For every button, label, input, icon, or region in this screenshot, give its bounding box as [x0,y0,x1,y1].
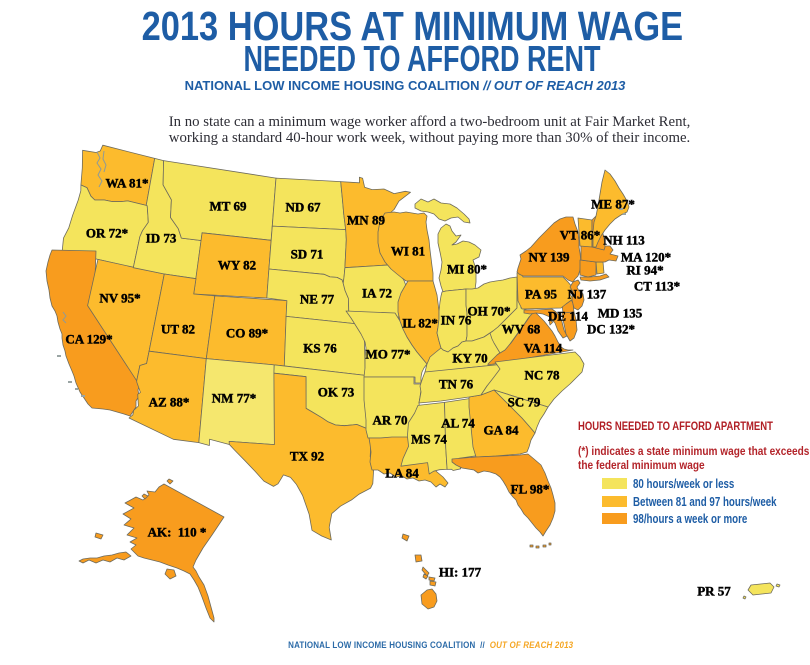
svg-text:WI 81: WI 81 [391,244,425,259]
svg-text:LA 84: LA 84 [385,466,419,481]
svg-text:MD 135: MD 135 [598,306,643,321]
svg-text:NH 113: NH 113 [603,233,645,248]
svg-text:NC 78: NC 78 [524,368,560,383]
svg-text:FL 98*: FL 98* [511,482,550,497]
svg-text:GA 84: GA 84 [483,423,519,438]
svg-text:PR 57: PR 57 [697,584,731,599]
svg-text:IA 72: IA 72 [362,286,392,301]
svg-text:DC 132*: DC 132* [587,322,635,337]
svg-text:ME 87*: ME 87* [591,197,635,212]
svg-text:AZ 88*: AZ 88* [149,395,190,410]
svg-text:OR 72*: OR 72* [86,226,128,241]
svg-text:MN 89: MN 89 [347,213,385,228]
svg-text:WY 82: WY 82 [218,258,256,273]
svg-text:PA 95: PA 95 [525,287,557,302]
svg-text:TX 92: TX 92 [290,449,324,464]
svg-text:IL 82*: IL 82* [402,316,438,331]
svg-text:NY 139: NY 139 [528,250,570,265]
svg-text:MS 74: MS 74 [411,432,447,447]
svg-text:MT 69: MT 69 [210,199,247,214]
svg-text:KY 70: KY 70 [452,351,487,366]
svg-text:UT 82: UT 82 [161,322,195,337]
svg-text:MA 120*: MA 120* [621,250,671,265]
svg-text:VA 114: VA 114 [524,341,563,356]
svg-text:CT 113*: CT 113* [634,279,680,294]
svg-text:ND 67: ND 67 [285,200,321,215]
svg-text:MO 77*: MO 77* [365,347,410,362]
svg-text:IN 76: IN 76 [441,313,472,328]
svg-text:OK 73: OK 73 [318,385,355,400]
svg-text:NM 77*: NM 77* [212,391,256,406]
svg-text:ID 73: ID 73 [146,231,177,246]
svg-text:OH 70*: OH 70* [468,304,511,319]
svg-text:CO 89*: CO 89* [226,326,268,341]
svg-text:WV 68: WV 68 [502,322,541,337]
svg-text:WA 81*: WA 81* [106,176,149,191]
svg-text:AL 74: AL 74 [441,416,475,431]
svg-text:AR 70: AR 70 [372,413,407,428]
svg-text:SD 71: SD 71 [291,247,324,262]
svg-text:RI 94*: RI 94* [626,263,663,278]
svg-text:VT 86*: VT 86* [560,228,601,243]
svg-text:TN 76: TN 76 [439,377,474,392]
svg-text:HI: 177: HI: 177 [439,565,482,580]
svg-text:SC 79: SC 79 [508,395,541,410]
svg-text:CA 129*: CA 129* [65,332,112,347]
svg-text:MI 80*: MI 80* [447,262,487,277]
svg-text:KS 76: KS 76 [303,341,337,356]
svg-text:DE 114: DE 114 [548,309,589,324]
svg-text:NV 95*: NV 95* [99,291,140,306]
svg-text:AK: 110 *: AK: 110 * [148,525,207,540]
svg-text:NJ 137: NJ 137 [568,287,607,302]
svg-text:NE 77: NE 77 [300,292,335,307]
